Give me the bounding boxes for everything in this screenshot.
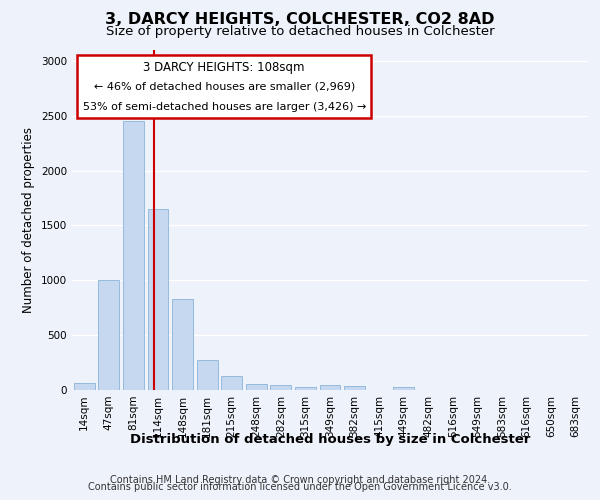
Bar <box>344 386 365 390</box>
Text: 3 DARCY HEIGHTS: 108sqm: 3 DARCY HEIGHTS: 108sqm <box>143 61 305 74</box>
Bar <box>74 384 95 390</box>
Bar <box>246 384 267 390</box>
Bar <box>172 299 193 390</box>
Bar <box>295 388 316 390</box>
Bar <box>197 360 218 390</box>
Bar <box>123 122 144 390</box>
Text: 3, DARCY HEIGHTS, COLCHESTER, CO2 8AD: 3, DARCY HEIGHTS, COLCHESTER, CO2 8AD <box>105 12 495 28</box>
Bar <box>98 280 119 390</box>
Text: Contains public sector information licensed under the Open Government Licence v3: Contains public sector information licen… <box>88 482 512 492</box>
Y-axis label: Number of detached properties: Number of detached properties <box>22 127 35 313</box>
Text: 53% of semi-detached houses are larger (3,426) →: 53% of semi-detached houses are larger (… <box>83 102 366 112</box>
Bar <box>320 384 340 390</box>
Bar <box>148 209 169 390</box>
FancyBboxPatch shape <box>77 55 371 118</box>
Bar <box>393 386 414 390</box>
Text: ← 46% of detached houses are smaller (2,969): ← 46% of detached houses are smaller (2,… <box>94 82 355 92</box>
Text: Distribution of detached houses by size in Colchester: Distribution of detached houses by size … <box>130 432 530 446</box>
Text: Contains HM Land Registry data © Crown copyright and database right 2024.: Contains HM Land Registry data © Crown c… <box>110 475 490 485</box>
Text: Size of property relative to detached houses in Colchester: Size of property relative to detached ho… <box>106 25 494 38</box>
Bar <box>271 384 292 390</box>
Bar <box>221 376 242 390</box>
